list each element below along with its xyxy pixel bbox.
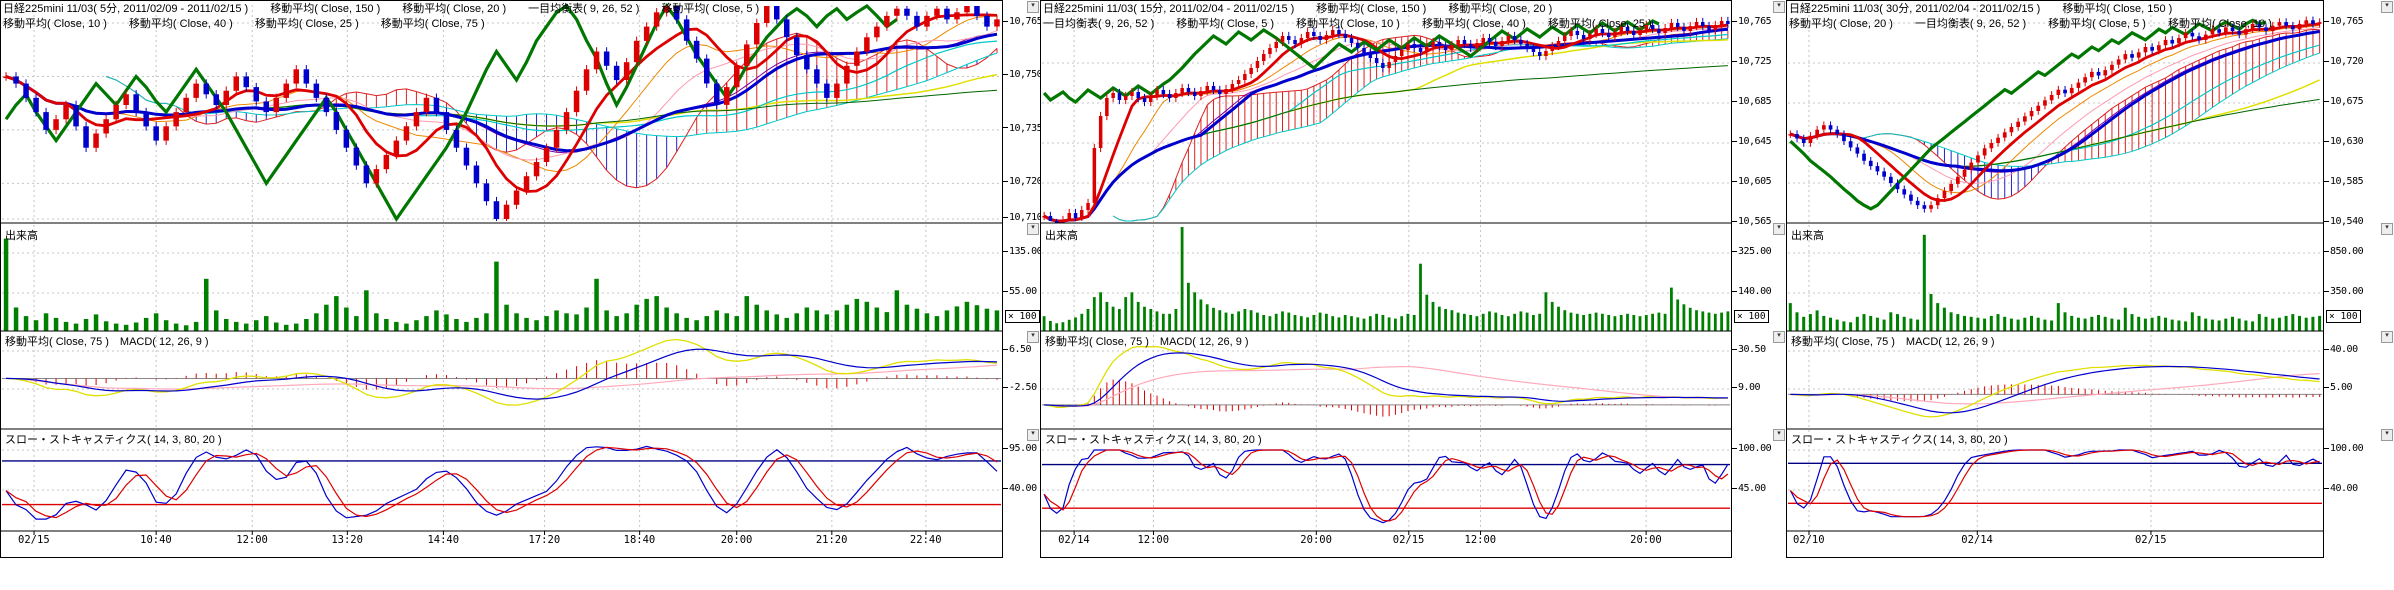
axis-tick-label: 140.00 bbox=[1732, 286, 1772, 297]
time-tick-label: 02/15 bbox=[2134, 534, 2167, 546]
time-tick-label: 18:40 bbox=[623, 534, 656, 546]
chart-panel-30min: 日経225mini 11/03( 30分, 2011/02/04 - 2011/… bbox=[1786, 0, 2394, 558]
time-tick-label: 02/14 bbox=[1058, 534, 1090, 546]
time-tick-label: 13:20 bbox=[331, 534, 363, 546]
volume-multiplier-box: × 100 bbox=[2326, 310, 2361, 323]
pane-menu-button[interactable]: ▾ bbox=[1773, 429, 1785, 441]
axis-tick-label: 10,735 bbox=[1003, 123, 1043, 134]
time-tick-label: 20:00 bbox=[1300, 534, 1332, 546]
pane-menu-button[interactable]: ▾ bbox=[1773, 331, 1785, 343]
axis-tick-label: 10,765 bbox=[2324, 16, 2364, 27]
time-tick-label: 21:20 bbox=[815, 534, 848, 546]
axis-tick-label: 10,765 bbox=[1003, 16, 1043, 27]
axis-tick-label: 10,645 bbox=[1732, 136, 1772, 147]
plot-area-15min[interactable]: 日経225mini 11/03( 15分, 2011/02/04 - 2011/… bbox=[1040, 0, 1732, 558]
axis-tick-label: 10,720 bbox=[1003, 176, 1043, 187]
axis-tick-label: 10,605 bbox=[1732, 176, 1772, 187]
time-tick-label: 02/15 bbox=[18, 534, 50, 546]
axis-tick-label: 10,685 bbox=[1732, 96, 1772, 107]
axis-tick-label: 40.00 bbox=[1003, 483, 1037, 494]
plot-area-5min[interactable]: 日経225mini 11/03( 5分, 2011/02/09 - 2011/0… bbox=[0, 0, 1003, 558]
axis-tick-label: 6.50 bbox=[1003, 344, 1032, 355]
pane-menu-button[interactable]: ▾ bbox=[2381, 331, 2393, 343]
axis-tick-label: 10,710 bbox=[1003, 212, 1043, 223]
time-tick-label: 17:20 bbox=[528, 534, 561, 546]
plot-area-30min[interactable]: 日経225mini 11/03( 30分, 2011/02/04 - 2011/… bbox=[1786, 0, 2324, 558]
volume-multiplier-box: × 100 bbox=[1734, 310, 1769, 323]
axis-tick-label: 30.50 bbox=[1732, 344, 1766, 355]
axis-tick-label: 9.00 bbox=[1732, 382, 1761, 393]
pane-menu-button[interactable]: ▾ bbox=[2381, 223, 2393, 235]
axis-tick-label: 55.00 bbox=[1003, 286, 1037, 297]
pane-menu-button[interactable]: ▾ bbox=[1773, 223, 1785, 235]
axis-tick-label: -2.50 bbox=[1003, 382, 1037, 393]
price-axis-5min[interactable]: 10,765 10,750 10,735 10,720 10,710 135.00 55.0… bbox=[1003, 0, 1043, 558]
axis-tick-label: 850.00 bbox=[2324, 246, 2364, 257]
price-axis-15min[interactable]: 10,765 10,725 10,685 10,645 10,605 10,565 325.… bbox=[1732, 0, 1786, 558]
chart-panel-15min: 日経225mini 11/03( 15分, 2011/02/04 - 2011/… bbox=[1040, 0, 1786, 558]
axis-tick-label: 10,565 bbox=[1732, 216, 1772, 227]
axis-tick-label: 10,725 bbox=[1732, 56, 1772, 67]
pane-menu-button[interactable]: ▾ bbox=[2381, 1, 2393, 13]
chart-panel-5min: 日経225mini 11/03( 5分, 2011/02/09 - 2011/0… bbox=[0, 0, 1043, 558]
axis-tick-label: 10,720 bbox=[2324, 56, 2364, 67]
time-tick-label: 10:40 bbox=[140, 534, 172, 546]
time-tick-label: 12:00 bbox=[1464, 534, 1497, 546]
axis-tick-label: 40.00 bbox=[2324, 344, 2358, 355]
axis-tick-label: 350.00 bbox=[2324, 286, 2364, 297]
time-tick-label: 02/15 bbox=[1392, 534, 1425, 546]
axis-tick-label: 10,585 bbox=[2324, 176, 2364, 187]
axis-tick-label: 100.00 bbox=[1732, 443, 1772, 454]
axis-tick-label: 325.00 bbox=[1732, 246, 1772, 257]
time-tick-label: 20:00 bbox=[720, 534, 753, 546]
pane-menu-button[interactable]: ▾ bbox=[1027, 1, 1039, 13]
axis-tick-label: 100.00 bbox=[2324, 443, 2364, 454]
axis-tick-label: 95.00 bbox=[1003, 443, 1037, 454]
time-tick-label: 12:00 bbox=[236, 534, 268, 546]
pane-menu-button[interactable]: ▾ bbox=[2381, 429, 2393, 441]
pane-menu-button[interactable]: ▾ bbox=[1027, 223, 1039, 235]
axis-tick-label: 10,675 bbox=[2324, 96, 2364, 107]
candlestick-chart-5min bbox=[1, 3, 1002, 535]
axis-tick-label: 5.00 bbox=[2324, 382, 2353, 393]
time-tick-label: 22:40 bbox=[909, 534, 942, 546]
pane-menu-button[interactable]: ▾ bbox=[1027, 429, 1039, 441]
chart-workspace: 日経225mini 11/03( 5分, 2011/02/09 - 2011/0… bbox=[0, 0, 2394, 558]
axis-tick-label: 40.00 bbox=[2324, 483, 2358, 494]
time-tick-label: 14:40 bbox=[427, 534, 460, 546]
axis-tick-label: 45.00 bbox=[1732, 483, 1766, 494]
time-tick-label: 20:00 bbox=[1630, 534, 1662, 546]
pane-menu-button[interactable]: ▾ bbox=[1773, 1, 1785, 13]
axis-tick-label: 10,750 bbox=[1003, 69, 1043, 80]
time-tick-label: 02/10 bbox=[1792, 534, 1825, 546]
pane-menu-button[interactable]: ▾ bbox=[1027, 331, 1039, 343]
price-axis-30min[interactable]: 10,765 10,720 10,675 10,630 10,585 10,540 850.… bbox=[2324, 0, 2394, 558]
axis-tick-label: 10,765 bbox=[1732, 16, 1772, 27]
axis-tick-label: 10,540 bbox=[2324, 216, 2364, 227]
volume-multiplier-box: × 100 bbox=[1005, 310, 1040, 323]
time-tick-label: 02/14 bbox=[1961, 534, 1993, 546]
time-tick-label: 12:00 bbox=[1137, 534, 1170, 546]
candlestick-chart-15min bbox=[1041, 5, 1731, 535]
candlestick-chart-30min bbox=[1787, 5, 2323, 535]
axis-tick-label: 135.00 bbox=[1003, 246, 1043, 257]
axis-tick-label: 10,630 bbox=[2324, 136, 2364, 147]
